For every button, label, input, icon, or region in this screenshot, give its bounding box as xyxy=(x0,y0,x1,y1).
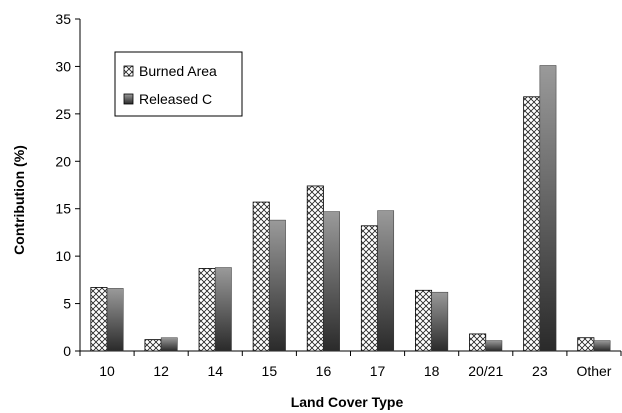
bar-burned-area xyxy=(306,185,324,352)
x-axis-title: Land Cover Type xyxy=(291,394,404,410)
y-tick-label: 10 xyxy=(55,248,71,264)
x-tick-label: 12 xyxy=(153,363,169,379)
bar-burned-area xyxy=(90,287,108,352)
y-tick-label: 25 xyxy=(55,106,71,122)
x-tick-label: 18 xyxy=(424,363,440,379)
legend: Burned Area Released C xyxy=(114,51,243,117)
bars xyxy=(90,65,611,352)
x-tick-label: 20/21 xyxy=(468,363,503,379)
bar-released-c xyxy=(485,340,503,352)
bar-burned-area xyxy=(252,201,270,352)
y-tick-label: 20 xyxy=(55,153,71,169)
bar-released-c xyxy=(269,219,286,352)
bar-burned-area xyxy=(469,333,487,352)
bar-burned-area xyxy=(144,339,162,352)
legend-swatch-burned-area xyxy=(123,65,134,77)
bar-released-c xyxy=(160,337,178,352)
y-tick-label: 5 xyxy=(63,296,71,312)
bar-released-c xyxy=(431,291,449,352)
x-tick-label: 14 xyxy=(207,363,223,379)
x-tick-label: Other xyxy=(576,363,611,379)
x-tick-label: 17 xyxy=(370,363,386,379)
bar-released-c xyxy=(539,65,557,352)
x-tick-label: 23 xyxy=(532,363,548,379)
x-tick-label: 15 xyxy=(262,363,278,379)
bar-released-c xyxy=(106,288,124,352)
y-tick-label: 15 xyxy=(55,201,71,217)
bar-released-c xyxy=(593,340,611,352)
x-tick-label: 16 xyxy=(316,363,332,379)
legend-box xyxy=(114,51,243,117)
bar-released-c xyxy=(323,211,340,352)
y-tick-label: 35 xyxy=(55,11,71,27)
bar-burned-area xyxy=(577,337,595,352)
y-tick-label: 30 xyxy=(55,58,71,74)
bar-burned-area xyxy=(198,268,216,352)
bar-released-c xyxy=(215,267,232,352)
legend-label-burned-area: Burned Area xyxy=(139,63,217,79)
x-axis: 10 12 14 15 16 17 18 20/21 23 Other xyxy=(79,350,622,379)
x-tick-label: 10 xyxy=(99,363,115,379)
y-axis-title: Contribution (%) xyxy=(11,145,27,255)
bar-burned-area xyxy=(523,96,541,352)
legend-label-released-c: Released C xyxy=(139,91,212,107)
bar-released-c xyxy=(377,210,395,352)
y-axis: 0 5 10 15 20 25 30 35 xyxy=(55,11,81,359)
bar-burned-area xyxy=(360,225,378,352)
legend-swatch-released-c xyxy=(123,93,134,105)
bar-burned-area xyxy=(415,289,433,352)
y-tick-label: 0 xyxy=(63,343,71,359)
